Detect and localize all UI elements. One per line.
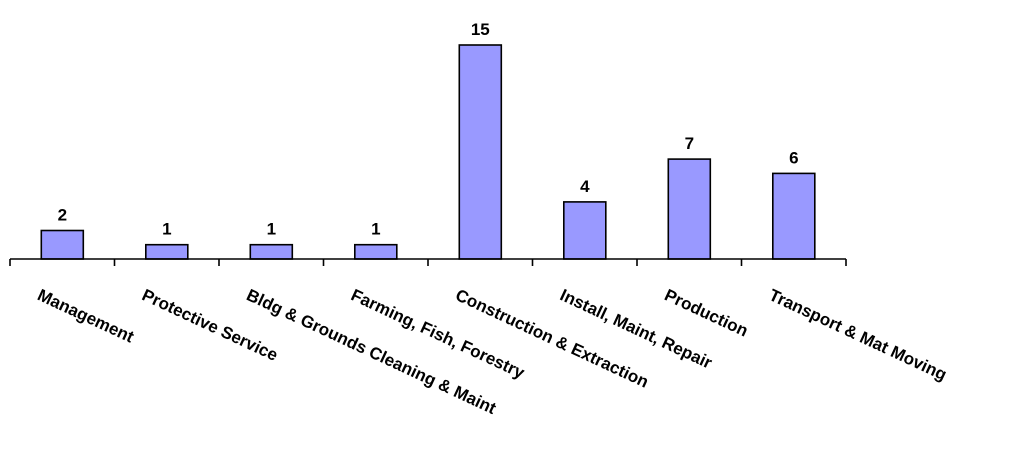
bar-8 <box>771 172 816 260</box>
data-label-3: 1 <box>267 220 276 239</box>
bar-6 <box>562 201 607 260</box>
category-label-7: Production <box>662 285 751 340</box>
bar-2 <box>145 243 189 260</box>
data-label-2: 1 <box>162 220 171 239</box>
x-axis <box>9 258 847 266</box>
data-label-7: 7 <box>685 134 694 153</box>
bars-layer <box>40 44 816 260</box>
bar-4 <box>353 243 398 260</box>
bar-3 <box>249 243 294 260</box>
category-label-8: Transport & Mat Moving <box>766 285 950 384</box>
category-label-5: Construction & Extraction <box>453 285 652 391</box>
category-label-1: Management <box>35 285 138 346</box>
data-labels-layer: 2 1 1 1 15 4 7 6 <box>58 20 799 239</box>
bar-7 <box>667 158 712 260</box>
data-label-5: 15 <box>471 20 490 39</box>
data-label-8: 6 <box>789 148 798 167</box>
data-label-6: 4 <box>580 177 590 196</box>
data-label-4: 1 <box>371 220 380 239</box>
category-label-4: Farming, Fish, Forestry <box>348 285 528 382</box>
bar-1 <box>40 229 85 260</box>
data-label-1: 2 <box>58 206 67 225</box>
bar-5 <box>458 44 503 260</box>
